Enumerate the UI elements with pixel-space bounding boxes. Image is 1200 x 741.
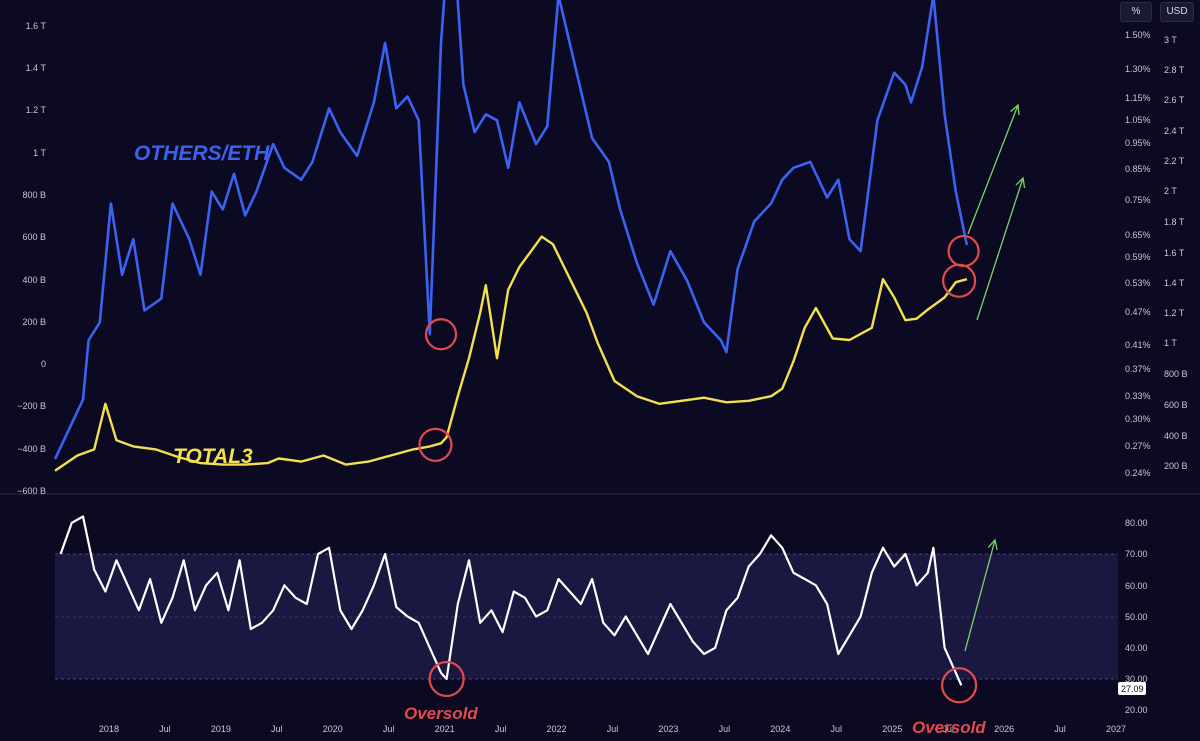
- x-axis-tick: Jul: [607, 724, 619, 734]
- x-axis-tick: Jul: [831, 724, 843, 734]
- usd-axis-tick: 400 B: [1164, 431, 1188, 441]
- usd-axis-tick: 1.4 T: [1164, 278, 1185, 288]
- percent-axis-tick: 0.65%: [1125, 230, 1151, 240]
- growth-arrow-others-head: [1010, 103, 1020, 116]
- percent-axis-tick: 0.47%: [1125, 307, 1151, 317]
- oversold-label-1: Oversold: [404, 704, 478, 723]
- growth-arrow-others: [967, 104, 1019, 235]
- left-axis-tick: 1.2 T: [26, 105, 47, 115]
- total3-series-line: [54, 235, 968, 472]
- x-axis-tick: 2025: [882, 724, 902, 734]
- x-axis-tick: 2019: [211, 724, 231, 734]
- rsi-axis-tick: 60.00: [1125, 581, 1148, 591]
- left-axis-tick: 0: [41, 359, 46, 369]
- percent-axis-tick: 1.30%: [1125, 64, 1151, 74]
- percent-axis-tick: 0.24%: [1125, 468, 1151, 478]
- percent-axis-tick: 0.41%: [1125, 340, 1151, 350]
- x-axis-tick: Jul: [1054, 724, 1066, 734]
- usd-axis-tick: 800 B: [1164, 369, 1188, 379]
- percent-axis-tick: 1.15%: [1125, 93, 1151, 103]
- rsi-series-line: [59, 515, 963, 686]
- growth-arrow-total3: [976, 177, 1024, 321]
- usd-axis-tick: 200 B: [1164, 461, 1188, 471]
- x-axis-tick: Jul: [495, 724, 507, 734]
- highlight-circle-rsi-2021: [428, 660, 465, 698]
- x-axis-tick: 2018: [99, 724, 119, 734]
- x-axis-tick: Jul: [271, 724, 283, 734]
- highlight-circle-others-2021: [424, 318, 458, 351]
- percent-axis-tick: 0.53%: [1125, 278, 1151, 288]
- rsi-band: [55, 554, 1118, 679]
- left-axis-tick: 600 B: [22, 232, 46, 242]
- rsi-axis-tick: 50.00: [1125, 612, 1148, 622]
- left-axis-tick: 400 B: [22, 275, 46, 285]
- growth-arrow-total3-head: [1015, 176, 1026, 188]
- usd-axis-tick: 1.8 T: [1164, 217, 1185, 227]
- usd-axis-tick: 1.2 T: [1164, 308, 1185, 318]
- percent-axis-tick: 1.50%: [1125, 30, 1151, 40]
- rsi-axis-tick: 30.00: [1125, 674, 1148, 684]
- percent-axis-tick: 0.59%: [1125, 252, 1151, 262]
- usd-axis-tick: 1 T: [1164, 338, 1177, 348]
- oversold-label-2: Oversold: [912, 718, 986, 736]
- x-axis-tick: 2026: [994, 724, 1014, 734]
- usd-axis-tick: 1.6 T: [1164, 248, 1185, 258]
- percent-axis-tick: 0.30%: [1125, 414, 1151, 424]
- usd-axis-tick: 2.2 T: [1164, 156, 1185, 166]
- usd-axis-tick: 2.4 T: [1164, 126, 1185, 136]
- usd-axis-tick: 3 T: [1164, 35, 1177, 45]
- left-axis-tick: 1.4 T: [26, 63, 47, 73]
- percent-axis-tick: 1.05%: [1125, 115, 1151, 125]
- x-axis-tick: 2027: [1106, 724, 1126, 734]
- left-axis-tick: −600 B: [17, 486, 46, 496]
- total3-label: TOTAL3: [173, 445, 253, 468]
- percent-axis-tick: 0.33%: [1125, 391, 1151, 401]
- rsi-axis-tick: 70.00: [1125, 549, 1148, 559]
- x-axis-tick: Jul: [719, 724, 731, 734]
- currency-toggle-button[interactable]: USD: [1160, 2, 1194, 22]
- percent-axis-tick: 0.37%: [1125, 364, 1151, 374]
- left-axis-tick: 800 B: [22, 190, 46, 200]
- x-axis-tick: Jul: [159, 724, 171, 734]
- rsi-axis-tick: 80.00: [1125, 518, 1148, 528]
- usd-axis-tick: 2 T: [1164, 186, 1177, 196]
- usd-axis-tick: 600 B: [1164, 400, 1188, 410]
- percent-axis-tick: 0.75%: [1125, 195, 1151, 205]
- percent-axis-tick: 0.27%: [1125, 441, 1151, 451]
- others-eth-series-line: [53, 0, 969, 460]
- x-axis-tick: 2022: [547, 724, 567, 734]
- left-axis-tick: −200 B: [17, 401, 46, 411]
- highlight-circle-total3-2025: [942, 263, 977, 298]
- left-axis-tick: 1 T: [33, 148, 46, 158]
- percent-axis-tick: 0.85%: [1125, 164, 1151, 174]
- x-axis-tick: 2020: [323, 724, 343, 734]
- percent-axis-tick: 0.95%: [1125, 138, 1151, 148]
- x-axis-tick: 2024: [770, 724, 790, 734]
- rsi-current-tag: [1118, 682, 1146, 695]
- percent-toggle-button[interactable]: %: [1120, 2, 1152, 22]
- x-axis-tick: Jul: [383, 724, 395, 734]
- left-axis-tick: −400 B: [17, 444, 46, 454]
- x-axis-tick: Jul: [942, 724, 954, 734]
- x-axis-tick: 2021: [435, 724, 455, 734]
- left-axis-tick: 1.6 T: [26, 21, 47, 31]
- growth-arrow-rsi-head: [987, 538, 998, 550]
- left-axis-tick: 200 B: [22, 317, 46, 327]
- rsi-axis-tick: 20.00: [1125, 705, 1148, 715]
- highlight-circle-total3-2021: [418, 427, 453, 462]
- usd-axis-tick: 2.6 T: [1164, 95, 1185, 105]
- others-label: OTHERS/ETH: [134, 142, 270, 165]
- growth-arrow-rsi: [964, 539, 996, 652]
- rsi-axis-tick: 40.00: [1125, 643, 1148, 653]
- rsi-current-value: 27.09: [1121, 684, 1144, 694]
- usd-axis-tick: 2.8 T: [1164, 65, 1185, 75]
- highlight-circle-rsi-2025: [941, 667, 978, 704]
- x-axis-tick: 2023: [658, 724, 678, 734]
